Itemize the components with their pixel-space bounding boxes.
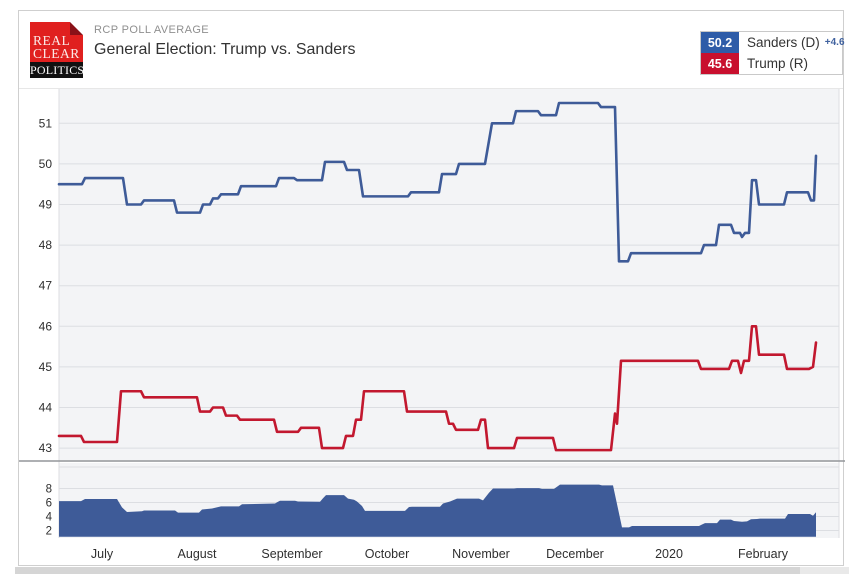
bottom-shadow-right [800, 567, 849, 574]
sanders-line [57, 101, 818, 263]
logo-text-clear: CLEAR [33, 46, 80, 61]
x-axis-month-label: October [365, 547, 409, 561]
x-axis-month-label: December [546, 547, 604, 561]
kicker-label: RCP POLL AVERAGE [94, 24, 210, 36]
sanders-delta: +4.6 [824, 37, 845, 48]
spread-area [59, 484, 816, 537]
y-axis-tick-label: 50 [39, 157, 53, 171]
logo-fold-corner [70, 22, 83, 35]
sanders-value-chip: 50.2 [701, 32, 739, 53]
rcp-poll-widget: REAL CLEAR POLITICS RCP POLL AVERAGE Gen… [18, 10, 845, 567]
spread-axis-tick-label: 2 [46, 526, 52, 538]
x-axis-month-label: September [261, 547, 322, 561]
y-axis-tick-label: 51 [39, 116, 53, 130]
widget-header: REAL CLEAR POLITICS RCP POLL AVERAGE Gen… [19, 11, 845, 89]
y-axis-tick-label: 45 [39, 360, 53, 374]
sanders-label: Sanders (D) [747, 35, 820, 50]
trump-value-chip: 45.6 [701, 53, 739, 74]
upper-plot-background [59, 89, 839, 462]
spread-axis-tick-label: 8 [46, 484, 52, 496]
bottom-shadow-left [15, 567, 800, 574]
y-axis-tick-label: 46 [39, 319, 53, 333]
x-axis-month-label: November [452, 547, 510, 561]
logo-text-real: REAL [33, 33, 71, 48]
y-axis-tick-label: 49 [39, 198, 53, 212]
y-axis-tick-label: 44 [39, 401, 53, 415]
x-axis-month-label: July [91, 547, 114, 561]
page-title: General Election: Trump vs. Sanders [94, 41, 356, 58]
trump-label: Trump (R) [747, 56, 808, 71]
x-axis-month-label: 2020 [655, 547, 683, 561]
y-axis-tick-label: 47 [39, 279, 53, 293]
trump-line [57, 325, 818, 452]
poll-average-chart: 51 50 49 48 47 46 45 44 43 8 6 4 2 July August Septembe… [19, 89, 845, 561]
chart-area: 51 50 49 48 47 46 45 44 43 8 6 4 2 July August Septembe… [19, 89, 845, 567]
poll-legend: 50.2 Sanders (D) +4.6 45.6 Trump (R) [700, 31, 845, 75]
rcp-logo[interactable]: REAL CLEAR POLITICS [30, 22, 85, 78]
title-block: RCP POLL AVERAGE General Election: Trump… [94, 24, 355, 59]
y-axis-tick-label: 43 [39, 441, 53, 455]
spread-axis-tick-label: 4 [46, 512, 53, 524]
x-axis-month-label: August [178, 547, 217, 561]
legend-row-sanders[interactable]: 50.2 Sanders (D) +4.6 [701, 32, 845, 53]
spread-axis-tick-label: 6 [46, 498, 52, 510]
logo-text-politics: POLITICS [30, 62, 85, 78]
x-axis-month-label: February [738, 547, 789, 561]
legend-row-trump[interactable]: 45.6 Trump (R) [701, 53, 842, 74]
y-axis-tick-label: 48 [39, 238, 53, 252]
